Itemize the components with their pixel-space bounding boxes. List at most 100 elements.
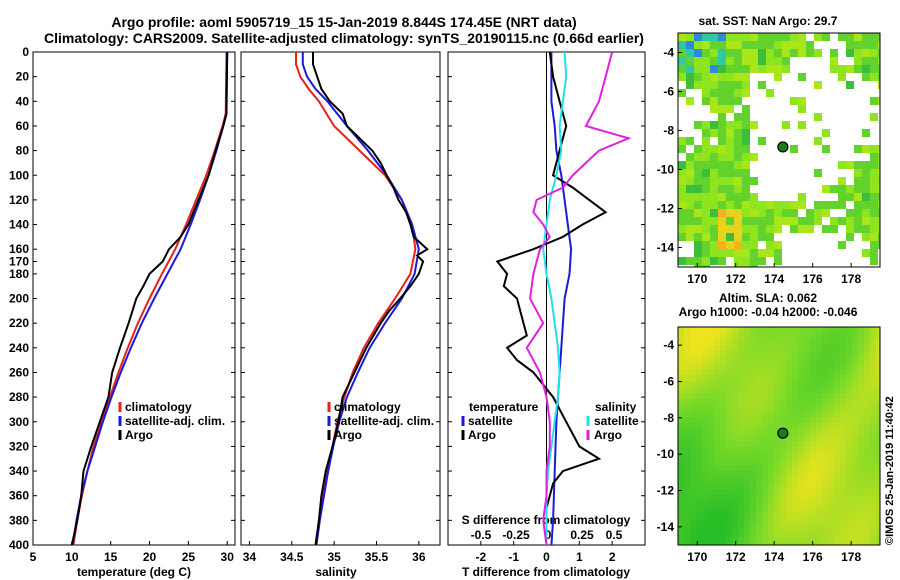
sla-cell bbox=[858, 477, 864, 483]
sst-cell bbox=[798, 105, 806, 113]
sla-cell bbox=[768, 429, 774, 435]
sla-cell bbox=[744, 357, 750, 363]
sla-cell bbox=[714, 489, 720, 495]
sst-cell bbox=[710, 105, 718, 113]
diff-series-line-2 bbox=[495, 51, 608, 545]
sla-cell bbox=[822, 513, 828, 519]
sla-cell bbox=[738, 381, 744, 387]
sla-cell bbox=[822, 531, 828, 537]
diff-legend-label: Argo bbox=[594, 428, 622, 442]
sla-cell bbox=[810, 405, 816, 411]
sla-cell bbox=[720, 411, 726, 417]
sla-cell bbox=[744, 519, 750, 525]
sla-cell bbox=[822, 399, 828, 405]
sla-cell bbox=[780, 483, 786, 489]
depth-tick-label: 60 bbox=[16, 119, 30, 133]
sla-cell bbox=[864, 519, 870, 525]
sla-cell bbox=[714, 537, 720, 543]
sst-cell bbox=[718, 121, 726, 129]
sla-cell bbox=[690, 399, 696, 405]
sst-cell bbox=[878, 241, 880, 249]
sla-cell bbox=[762, 327, 768, 333]
sla-cell bbox=[876, 381, 880, 387]
sst-y-tick-label: -10 bbox=[657, 163, 675, 177]
sla-cell bbox=[876, 441, 880, 447]
sla-cell bbox=[684, 441, 690, 447]
sla-cell bbox=[774, 513, 780, 519]
sla-cell bbox=[714, 345, 720, 351]
sla-cell bbox=[822, 477, 828, 483]
sst-cell bbox=[790, 201, 798, 209]
sla-cell bbox=[780, 447, 786, 453]
sla-cell bbox=[864, 387, 870, 393]
sla-cell bbox=[858, 459, 864, 465]
sla-cell bbox=[876, 489, 880, 495]
sla-cell bbox=[816, 375, 822, 381]
sst-cell bbox=[742, 241, 750, 249]
sla-cell bbox=[774, 441, 780, 447]
sla-cell bbox=[840, 435, 846, 441]
sla-cell bbox=[690, 471, 696, 477]
sla-cell bbox=[816, 345, 822, 351]
sst-cell bbox=[686, 161, 694, 169]
sla-cell bbox=[678, 471, 684, 477]
sla-cell bbox=[852, 387, 858, 393]
sla-cell bbox=[804, 429, 810, 435]
sla-cell bbox=[852, 393, 858, 399]
sst-cell bbox=[710, 97, 718, 105]
sla-cell bbox=[858, 531, 864, 537]
sla-cell bbox=[810, 513, 816, 519]
sst-cell bbox=[878, 193, 880, 201]
sla-cell bbox=[678, 375, 684, 381]
sla-cell bbox=[822, 447, 828, 453]
sla-cell bbox=[744, 399, 750, 405]
sla-cell bbox=[684, 453, 690, 459]
sla-cell bbox=[720, 459, 726, 465]
sla-cell bbox=[720, 483, 726, 489]
sla-cell bbox=[816, 471, 822, 477]
temp-x-tick-label: 15 bbox=[104, 550, 118, 564]
sla-cell bbox=[708, 495, 714, 501]
sst-cell bbox=[726, 89, 734, 97]
sla-cell bbox=[810, 339, 816, 345]
sla-cell bbox=[768, 489, 774, 495]
sst-cell bbox=[854, 201, 862, 209]
sla-cell bbox=[690, 495, 696, 501]
sla-cell bbox=[816, 423, 822, 429]
sla-cell bbox=[786, 483, 792, 489]
sst-cell bbox=[702, 81, 710, 89]
sla-cell bbox=[876, 399, 880, 405]
sla-cell bbox=[858, 435, 864, 441]
sla-cell bbox=[834, 333, 840, 339]
sla-cell bbox=[732, 357, 738, 363]
sla-cell bbox=[690, 459, 696, 465]
sst-cell bbox=[862, 129, 870, 137]
sla-cell bbox=[816, 417, 822, 423]
sla-cell bbox=[798, 429, 804, 435]
sla-cell bbox=[816, 501, 822, 507]
sla-cell bbox=[780, 477, 786, 483]
sla-cell bbox=[816, 327, 822, 333]
sla-cell bbox=[756, 387, 762, 393]
sla-cell bbox=[696, 537, 702, 543]
sla-cell bbox=[744, 525, 750, 531]
sla-cell bbox=[798, 381, 804, 387]
sla-cell bbox=[708, 501, 714, 507]
sla-cell bbox=[678, 417, 684, 423]
sst-cell bbox=[878, 161, 880, 169]
sla-cell bbox=[738, 339, 744, 345]
sst-cell bbox=[742, 233, 750, 241]
sla-cell bbox=[684, 327, 690, 333]
sst-cell bbox=[814, 81, 822, 89]
sla-cell bbox=[852, 465, 858, 471]
sla-cell bbox=[720, 423, 726, 429]
sla-cell bbox=[810, 441, 816, 447]
sla-cell bbox=[786, 465, 792, 471]
sla-cell bbox=[738, 423, 744, 429]
sla-cell bbox=[690, 453, 696, 459]
sla-cell bbox=[798, 357, 804, 363]
sla-cell bbox=[822, 429, 828, 435]
sla-cell bbox=[708, 531, 714, 537]
sla-cell bbox=[702, 465, 708, 471]
sla-cell bbox=[786, 375, 792, 381]
